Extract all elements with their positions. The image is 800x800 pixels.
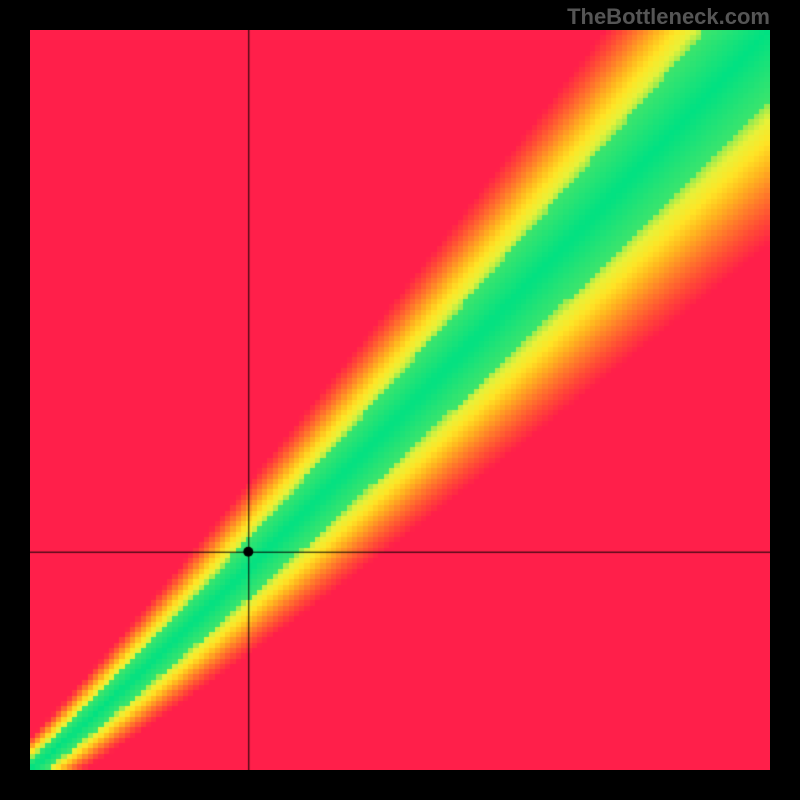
watermark-text: TheBottleneck.com bbox=[567, 4, 770, 30]
chart-container: TheBottleneck.com bbox=[0, 0, 800, 800]
bottleneck-heatmap bbox=[30, 30, 770, 770]
